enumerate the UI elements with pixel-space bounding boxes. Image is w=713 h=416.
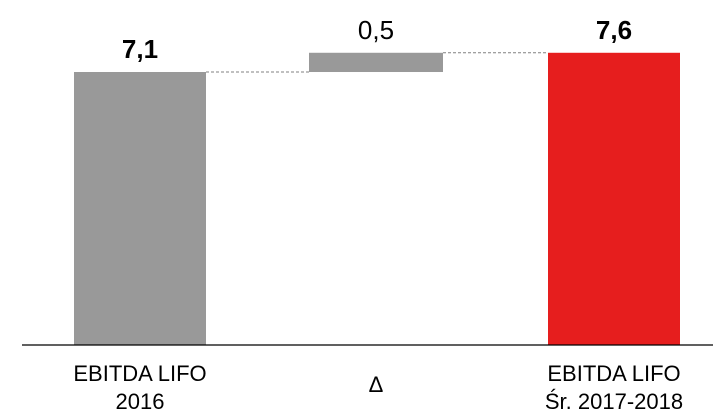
category-label-3-line-1: EBITDA LIFO xyxy=(547,361,680,386)
bar-3 xyxy=(548,52,680,345)
value-label-3: 7,6 xyxy=(596,15,632,45)
category-label-1-line-2: 2016 xyxy=(116,389,165,414)
category-label-1-line-1: EBITDA LIFO xyxy=(73,361,206,386)
bars-layer xyxy=(74,52,680,345)
value-label-2: 0,5 xyxy=(358,15,394,45)
value-labels-layer: 7,1 0,5 7,6 xyxy=(122,15,632,64)
value-label-1: 7,1 xyxy=(122,34,158,64)
connectors-layer xyxy=(206,52,548,73)
bar-1 xyxy=(74,72,206,345)
category-labels-layer: EBITDA LIFO 2016 Δ EBITDA LIFO Śr. 2017-2018 xyxy=(73,361,683,414)
category-label-3-line-2: Śr. 2017-2018 xyxy=(545,389,683,414)
category-label-2: Δ xyxy=(369,372,384,397)
bar-2 xyxy=(309,52,443,73)
